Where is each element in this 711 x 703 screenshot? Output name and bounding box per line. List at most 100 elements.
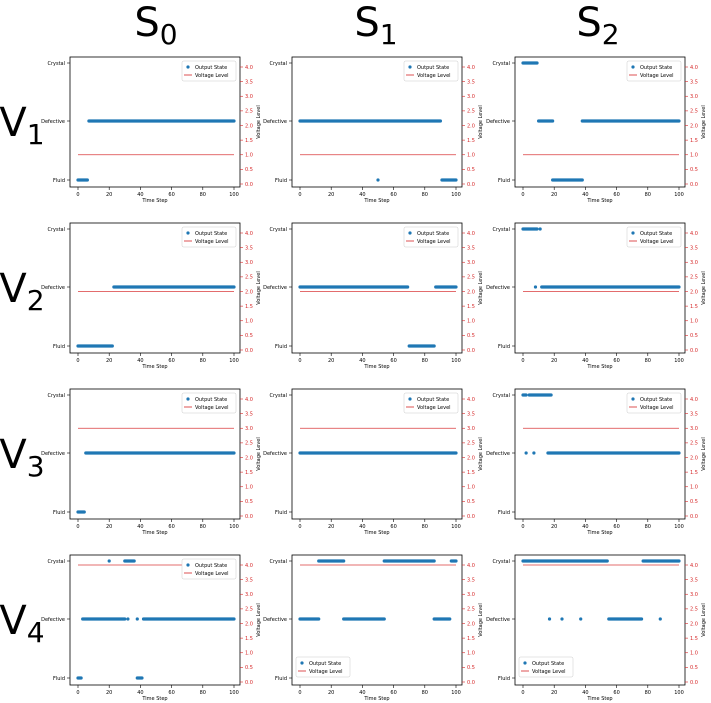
y-right-tick-label: 4.0 xyxy=(467,397,475,403)
y-right-tick-label: 3.5 xyxy=(690,79,698,85)
y-right-tick-label: 1.0 xyxy=(690,651,698,657)
x-tick-label: 0 xyxy=(298,690,301,696)
y-right-tick-label: 2.0 xyxy=(245,621,253,627)
row-label-1: V2 xyxy=(0,266,45,317)
x-tick-label: 20 xyxy=(551,358,557,364)
subplot-2-0: Fluid Defective Crystal 0.0 0.5 1.0 1.5 2.0 2.5 3… xyxy=(41,388,262,536)
y-right-tick-label: 3.0 xyxy=(245,426,253,432)
y-right-tick-label: 3.0 xyxy=(245,94,253,100)
x-tick-label: 40 xyxy=(137,690,143,696)
x-tick-label: 80 xyxy=(422,524,428,530)
subplot-1-1: Fluid Defective Crystal 0.0 0.5 1.0 1.5 2.0 2.5 3… xyxy=(263,222,484,370)
legend-box xyxy=(626,226,682,248)
x-tick-label: 60 xyxy=(390,524,396,530)
y-right-tick-label: 3.0 xyxy=(690,426,698,432)
x-tick-label: 60 xyxy=(390,690,396,696)
y-right-tick-label: 2.0 xyxy=(690,621,698,627)
y-right-tick-label: 0.0 xyxy=(245,514,253,520)
y-right-axis-label: Voltage Level xyxy=(256,437,262,471)
output-state-point xyxy=(524,451,528,455)
y-left-tick-label: Crystal xyxy=(47,61,65,67)
x-tick-label: 60 xyxy=(390,358,396,364)
x-tick-label: 100 xyxy=(229,524,239,530)
legend-output-label: Output State xyxy=(195,231,227,237)
output-state-point xyxy=(547,617,552,621)
y-right-tick-label: 2.0 xyxy=(245,123,253,129)
y-right-tick-label: 4.0 xyxy=(245,231,253,237)
legend: Output State Voltage Level xyxy=(626,60,682,82)
y-right-tick-label: 2.5 xyxy=(467,441,475,447)
x-tick-label: 20 xyxy=(551,524,557,530)
y-right-tick-label: 1.0 xyxy=(467,485,475,491)
y-right-tick-label: 3.0 xyxy=(690,260,698,266)
subplot-3-1: Fluid Defective Crystal 0.0 0.5 1.0 1.5 2.0 2.5 3… xyxy=(263,554,484,702)
y-left-tick-label: Fluid xyxy=(53,510,65,516)
y-right-tick-label: 1.0 xyxy=(245,319,253,325)
subplot-0-2: Fluid Defective Crystal 0.0 0.5 1.0 1.5 2.0 2.5 3… xyxy=(486,56,707,204)
legend-output-marker xyxy=(631,65,635,69)
y-right-tick-label: 2.0 xyxy=(245,455,253,461)
x-tick-label: 40 xyxy=(137,358,143,364)
y-right-tick-label: 4.0 xyxy=(467,563,475,569)
output-state-point xyxy=(532,451,536,455)
y-right-tick-label: 2.5 xyxy=(467,607,475,613)
x-tick-label: 40 xyxy=(137,524,143,530)
legend-voltage-label: Voltage Level xyxy=(195,73,229,79)
y-left-tick-label: Defective xyxy=(41,285,65,291)
x-tick-label: 100 xyxy=(451,358,461,364)
y-right-tick-label: 1.5 xyxy=(245,138,253,144)
x-tick-label: 20 xyxy=(106,690,112,696)
plot-frame xyxy=(291,222,463,354)
legend-output-marker xyxy=(186,397,190,401)
subplot-0-0: Fluid Defective Crystal 0.0 0.5 1.0 1.5 2.0 2.5 3… xyxy=(41,56,262,204)
y-left-tick-label: Defective xyxy=(41,119,65,125)
legend-output-label: Output State xyxy=(640,65,672,71)
x-tick-label: 60 xyxy=(168,690,174,696)
y-right-tick-label: 0.0 xyxy=(690,680,698,686)
x-tick-label: 60 xyxy=(390,192,396,198)
y-right-tick-label: 4.0 xyxy=(467,65,475,71)
legend: Output State Voltage Level xyxy=(403,60,459,82)
plot-frame xyxy=(69,222,241,354)
y-right-tick-label: 1.0 xyxy=(467,651,475,657)
legend-output-marker xyxy=(408,397,412,401)
y-right-tick-label: 2.5 xyxy=(467,275,475,281)
y-right-tick-label: 1.5 xyxy=(245,304,253,310)
x-tick-label: 0 xyxy=(298,358,301,364)
row-label-2: V3 xyxy=(0,432,45,483)
legend: Output State Voltage Level xyxy=(295,656,351,678)
legend-output-label: Output State xyxy=(640,397,672,403)
y-right-tick-label: 2.0 xyxy=(467,621,475,627)
y-right-tick-label: 0.0 xyxy=(245,348,253,354)
y-left-tick-label: Crystal xyxy=(492,61,510,67)
y-right-tick-label: 4.0 xyxy=(245,65,253,71)
y-right-axis-label: Voltage Level xyxy=(256,603,262,637)
x-axis-label: Time Step xyxy=(141,364,167,370)
x-tick-label: 100 xyxy=(451,524,461,530)
y-left-tick-label: Fluid xyxy=(53,344,65,350)
y-right-tick-label: 0.5 xyxy=(245,665,253,671)
subplot-0-1: Fluid Defective Crystal 0.0 0.5 1.0 1.5 2.0 2.5 3… xyxy=(263,56,484,204)
plot-frame xyxy=(69,388,241,520)
y-right-tick-label: 0.5 xyxy=(690,499,698,505)
y-left-tick-label: Crystal xyxy=(269,393,287,399)
y-right-tick-label: 3.5 xyxy=(245,245,253,251)
y-right-tick-label: 0.5 xyxy=(467,333,475,339)
y-right-tick-label: 1.0 xyxy=(245,153,253,159)
y-right-tick-label: 2.0 xyxy=(467,455,475,461)
x-tick-label: 80 xyxy=(422,690,428,696)
y-right-tick-label: 3.0 xyxy=(690,592,698,598)
legend: Output State Voltage Level xyxy=(181,226,237,248)
legend-voltage-label: Voltage Level xyxy=(640,239,674,245)
y-left-tick-label: Fluid xyxy=(498,178,510,184)
y-right-tick-label: 2.0 xyxy=(245,289,253,295)
y-left-tick-label: Defective xyxy=(263,119,287,125)
output-state-point xyxy=(135,617,139,621)
legend-box xyxy=(181,60,237,82)
plot-frame xyxy=(291,388,463,520)
legend-box xyxy=(518,656,574,678)
y-right-tick-label: 4.0 xyxy=(467,231,475,237)
y-right-axis-label: Voltage Level xyxy=(701,105,707,139)
y-right-tick-label: 2.5 xyxy=(245,109,253,115)
y-right-tick-label: 1.0 xyxy=(467,319,475,325)
